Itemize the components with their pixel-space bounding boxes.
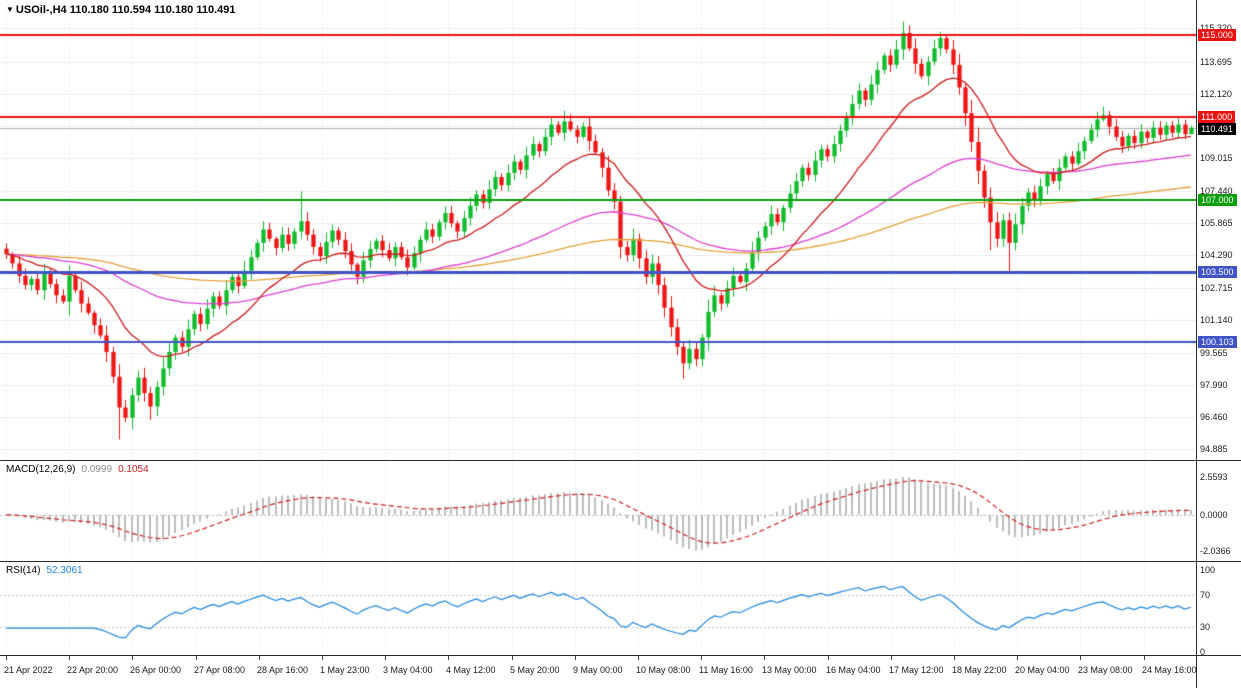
time-tick-label: 3 May 04:00 <box>383 665 433 675</box>
time-tick-label: 9 May 00:00 <box>573 665 623 675</box>
macd-scale-label: 0.0000 <box>1200 510 1228 520</box>
time-tick-label: 20 May 04:00 <box>1015 665 1070 675</box>
time-tick-label: 21 Apr 2022 <box>4 665 53 675</box>
time-tick-mark <box>1017 656 1018 660</box>
time-tick-mark <box>69 656 70 660</box>
rsi-scale-label: 70 <box>1200 590 1211 600</box>
price-tick-label: 112.120 <box>1200 89 1232 99</box>
time-tick-label: 24 May 16:00 <box>1142 665 1197 675</box>
time-axis[interactable]: 21 Apr 2022 22 Apr 20:00 26 Apr 00:00 27 Ap… <box>0 656 1241 688</box>
price-tick-label: 105.865 <box>1200 218 1233 228</box>
time-tick-mark <box>6 656 7 660</box>
time-tick-mark <box>196 656 197 660</box>
time-tick-label: 23 May 08:00 <box>1078 665 1133 675</box>
price-level-badge: 107.000 <box>1198 194 1237 206</box>
macd-panel: MACD(12,26,9) 0.0999 0.1054 <box>0 461 1196 561</box>
panel-divider <box>0 655 1241 656</box>
rsi-label: RSI(14) 52.3061 <box>6 565 83 576</box>
time-tick-mark <box>132 656 133 660</box>
time-tick-label: 22 Apr 20:00 <box>67 665 119 675</box>
price-tick-label: 107.440 <box>1200 186 1233 196</box>
rsi-scale-label: 100 <box>1200 565 1216 575</box>
price-chart-canvas[interactable] <box>0 0 1196 460</box>
time-tick-mark <box>1144 656 1145 660</box>
macd-signal-value: 0.1054 <box>118 464 149 475</box>
time-tick-label: 17 May 12:00 <box>889 665 944 675</box>
rsi-scale-label: 30 <box>1200 622 1211 632</box>
time-tick-mark <box>828 656 829 660</box>
price-tick-label: 104.290 <box>1200 250 1233 260</box>
time-tick-label: 4 May 12:00 <box>446 665 496 675</box>
price-tick-label: 109.015 <box>1200 153 1233 163</box>
time-tick-mark <box>259 656 260 660</box>
main-chart-panel: ▼ USOil-,H4 110.180 110.594 110.180 110.4… <box>0 0 1196 460</box>
macd-label: MACD(12,26,9) 0.0999 0.1054 <box>6 464 149 475</box>
time-tick-mark <box>385 656 386 660</box>
time-tick-label: 27 Apr 08:00 <box>194 665 246 675</box>
time-tick-label: 16 May 04:00 <box>826 665 881 675</box>
price-scale[interactable]: 115.320 113.695 112.120 109.015 107.440 105.8… <box>1196 0 1241 688</box>
price-tick-label: 101.140 <box>1200 315 1233 325</box>
macd-scale-label: 2.5593 <box>1200 472 1228 482</box>
rsi-panel: RSI(14) 52.3061 <box>0 562 1196 655</box>
macd-chart-canvas[interactable] <box>0 461 1196 561</box>
rsi-name: RSI(14) <box>6 565 41 576</box>
price-tick-label: 102.715 <box>1200 283 1233 293</box>
price-level-badge: 111.000 <box>1198 111 1236 123</box>
time-tick-mark <box>638 656 639 660</box>
price-level-badge: 100.103 <box>1198 336 1237 348</box>
macd-scale-label: -2.0366 <box>1200 546 1231 556</box>
time-tick-label: 5 May 20:00 <box>510 665 560 675</box>
rsi-value: 52.3061 <box>46 565 83 576</box>
time-tick-label: 26 Apr 00:00 <box>130 665 182 675</box>
time-tick-label: 13 May 00:00 <box>762 665 817 675</box>
price-tick-label: 97.990 <box>1200 380 1228 390</box>
chart-title-marker-icon: ▼ <box>6 5 14 14</box>
time-tick-mark <box>1080 656 1081 660</box>
time-tick-mark <box>448 656 449 660</box>
price-tick-label: 115.320 <box>1200 23 1232 33</box>
price-level-badge: 103.500 <box>1198 266 1237 278</box>
time-tick-mark <box>764 656 765 660</box>
time-tick-label: 10 May 08:00 <box>636 665 691 675</box>
time-tick-mark <box>891 656 892 660</box>
time-tick-label: 1 May 23:00 <box>320 665 370 675</box>
rsi-scale-label: 0 <box>1200 647 1206 657</box>
current-price-badge: 110.491 <box>1198 123 1236 135</box>
panel-divider <box>0 460 1241 461</box>
panel-divider <box>0 561 1241 562</box>
macd-main-value: 0.0999 <box>81 464 113 475</box>
chart-symbol-period: USOil-,H4 <box>15 4 67 16</box>
chart-ohlc-values: 110.180 110.594 110.180 110.491 <box>69 4 236 16</box>
price-tick-label: 99.565 <box>1200 348 1228 358</box>
price-tick-label: 113.695 <box>1200 57 1232 67</box>
price-tick-label: 96.460 <box>1200 412 1228 422</box>
time-tick-label: 11 May 16:00 <box>699 665 753 675</box>
macd-name: MACD(12,26,9) <box>6 464 76 475</box>
rsi-chart-canvas[interactable] <box>0 562 1196 655</box>
time-tick-mark <box>322 656 323 660</box>
time-tick-mark <box>575 656 576 660</box>
time-tick-mark <box>512 656 513 660</box>
time-tick-label: 18 May 22:00 <box>952 665 1007 675</box>
price-tick-label: 94.885 <box>1200 444 1228 454</box>
price-level-badge: 115.000 <box>1198 29 1236 41</box>
time-tick-mark <box>954 656 955 660</box>
chart-title: ▼ USOil-,H4 110.180 110.594 110.180 110.4… <box>6 4 236 16</box>
time-tick-label: 28 Apr 16:00 <box>257 665 309 675</box>
time-tick-mark <box>701 656 702 660</box>
